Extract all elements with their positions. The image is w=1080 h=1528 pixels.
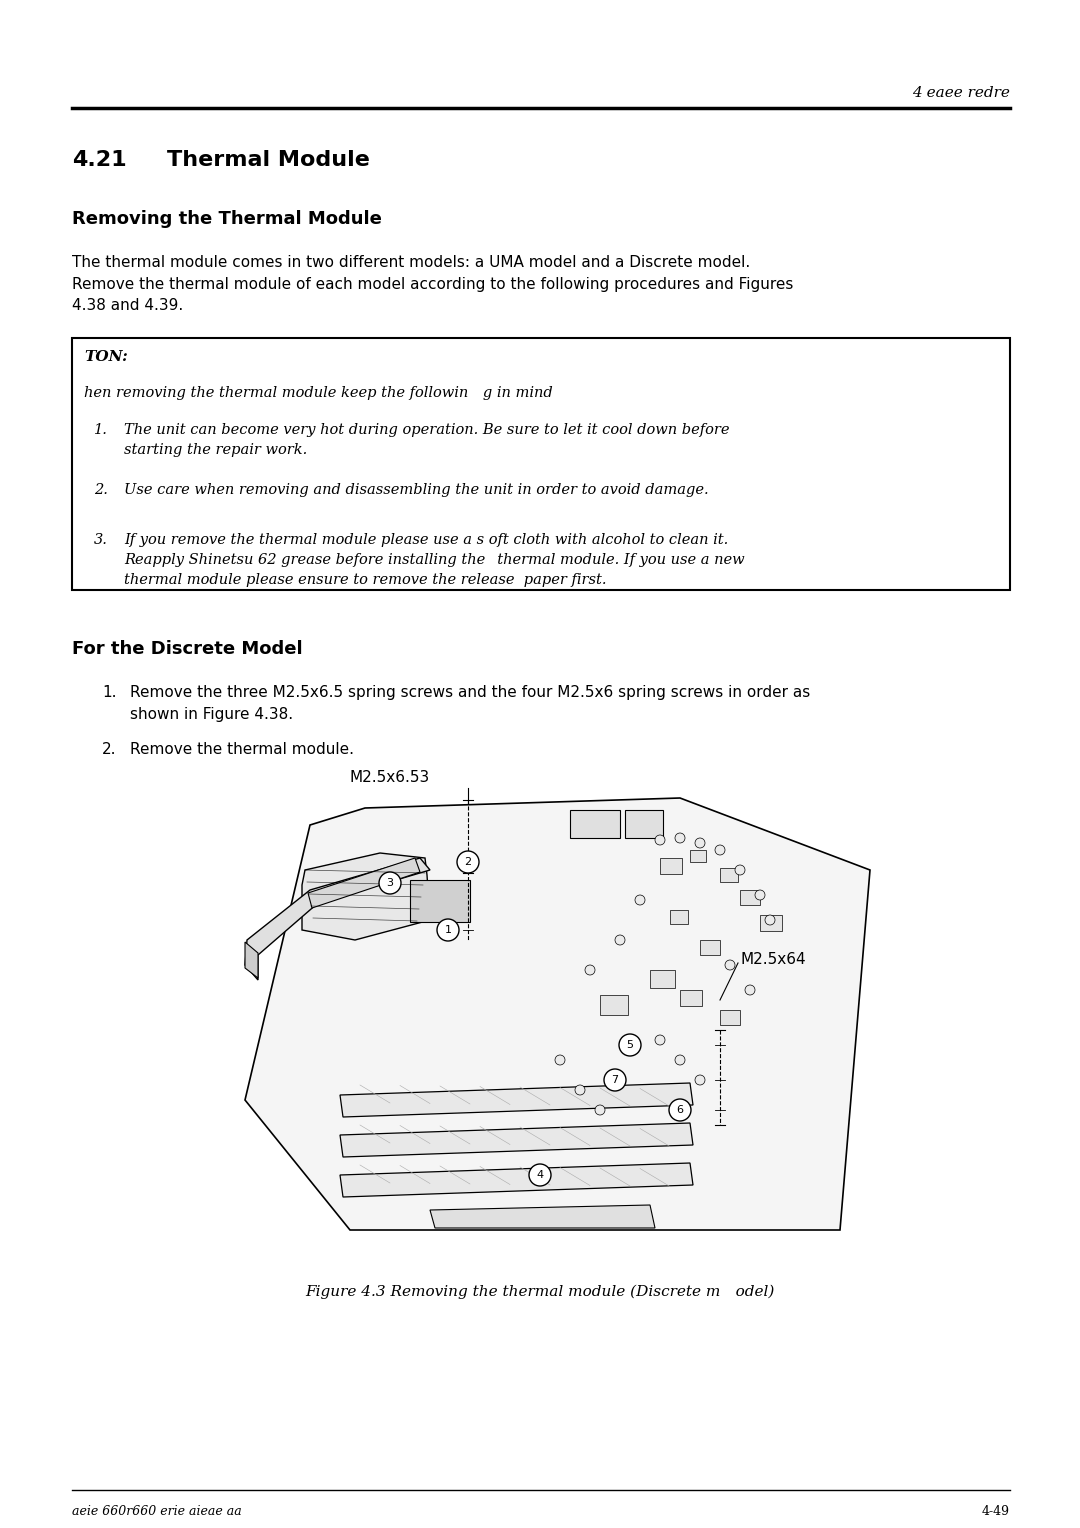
Text: 4: 4 (537, 1170, 543, 1180)
Text: Removing the Thermal Module: Removing the Thermal Module (72, 209, 382, 228)
Text: M2.5x64: M2.5x64 (740, 952, 806, 967)
Circle shape (615, 935, 625, 944)
Text: 7: 7 (611, 1076, 619, 1085)
Text: hen removing the thermal module keep the followin g in mind: hen removing the thermal module keep the… (84, 387, 553, 400)
Bar (670, 911, 688, 924)
Text: The unit can become very hot during operation. Be sure to let it cool down befor: The unit can become very hot during oper… (124, 423, 729, 457)
Circle shape (437, 918, 459, 941)
Polygon shape (340, 1083, 693, 1117)
Polygon shape (302, 853, 430, 940)
Text: If you remove the thermal module please use a s oft cloth with alcohol to clean : If you remove the thermal module please … (124, 533, 744, 587)
Circle shape (604, 1070, 626, 1091)
Circle shape (654, 1034, 665, 1045)
Polygon shape (308, 859, 420, 908)
Circle shape (379, 872, 401, 894)
Bar (600, 995, 627, 1015)
Circle shape (669, 1099, 691, 1122)
Circle shape (715, 845, 725, 856)
Circle shape (696, 1076, 705, 1085)
Text: 4 eaee redre: 4 eaee redre (913, 86, 1010, 99)
Circle shape (675, 1054, 685, 1065)
Circle shape (735, 865, 745, 876)
Bar (720, 868, 738, 882)
Circle shape (529, 1164, 551, 1186)
Circle shape (755, 889, 765, 900)
Text: Use care when removing and disassembling the unit in order to avoid damage.: Use care when removing and disassembling… (124, 483, 708, 497)
Circle shape (619, 1034, 642, 1056)
Circle shape (696, 837, 705, 848)
Text: 2.: 2. (94, 483, 108, 497)
Circle shape (595, 1105, 605, 1115)
Circle shape (745, 986, 755, 995)
Bar (740, 889, 760, 905)
Bar (760, 915, 782, 931)
Bar (700, 940, 720, 955)
Text: 4.21: 4.21 (72, 150, 126, 170)
Polygon shape (245, 941, 258, 978)
Text: 3.: 3. (94, 533, 108, 547)
Bar (410, 880, 470, 921)
Polygon shape (430, 1206, 654, 1229)
Text: aeie 660r660 erie aieae aa: aeie 660r660 erie aieae aa (72, 1505, 242, 1517)
Text: 2: 2 (464, 857, 472, 866)
Polygon shape (340, 1123, 693, 1157)
Circle shape (585, 966, 595, 975)
Text: For the Discrete Model: For the Discrete Model (72, 640, 302, 659)
Text: The thermal module comes in two different models: a UMA model and a Discrete mod: The thermal module comes in two differen… (72, 255, 794, 313)
Polygon shape (340, 1163, 693, 1196)
Circle shape (675, 833, 685, 843)
Text: 5: 5 (626, 1041, 634, 1050)
Circle shape (635, 895, 645, 905)
Bar (690, 850, 706, 862)
Circle shape (457, 851, 480, 872)
Bar (625, 810, 663, 837)
Bar (680, 990, 702, 1005)
Bar (660, 859, 681, 874)
Polygon shape (245, 859, 430, 979)
Text: 1: 1 (445, 924, 451, 935)
Bar (650, 970, 675, 989)
Text: 1.: 1. (94, 423, 108, 437)
Text: 4-49: 4-49 (982, 1505, 1010, 1517)
Polygon shape (245, 798, 870, 1230)
Circle shape (765, 915, 775, 924)
Text: 6: 6 (676, 1105, 684, 1115)
Text: Remove the thermal module.: Remove the thermal module. (130, 743, 354, 756)
Text: 2.: 2. (102, 743, 117, 756)
Bar (570, 810, 620, 837)
Circle shape (654, 834, 665, 845)
FancyBboxPatch shape (72, 338, 1010, 590)
Text: 3: 3 (387, 879, 393, 888)
Circle shape (555, 1054, 565, 1065)
Text: Thermal Module: Thermal Module (167, 150, 369, 170)
Text: TON:: TON: (84, 350, 127, 364)
Text: Figure 4.3 Removing the thermal module (Discrete m odel): Figure 4.3 Removing the thermal module (… (306, 1285, 774, 1299)
Text: 1.: 1. (102, 685, 117, 700)
Bar (720, 1010, 740, 1025)
Text: M2.5x6.53: M2.5x6.53 (350, 770, 430, 785)
Circle shape (575, 1085, 585, 1096)
Text: Remove the three M2.5x6.5 spring screws and the four M2.5x6 spring screws in ord: Remove the three M2.5x6.5 spring screws … (130, 685, 810, 721)
Circle shape (725, 960, 735, 970)
